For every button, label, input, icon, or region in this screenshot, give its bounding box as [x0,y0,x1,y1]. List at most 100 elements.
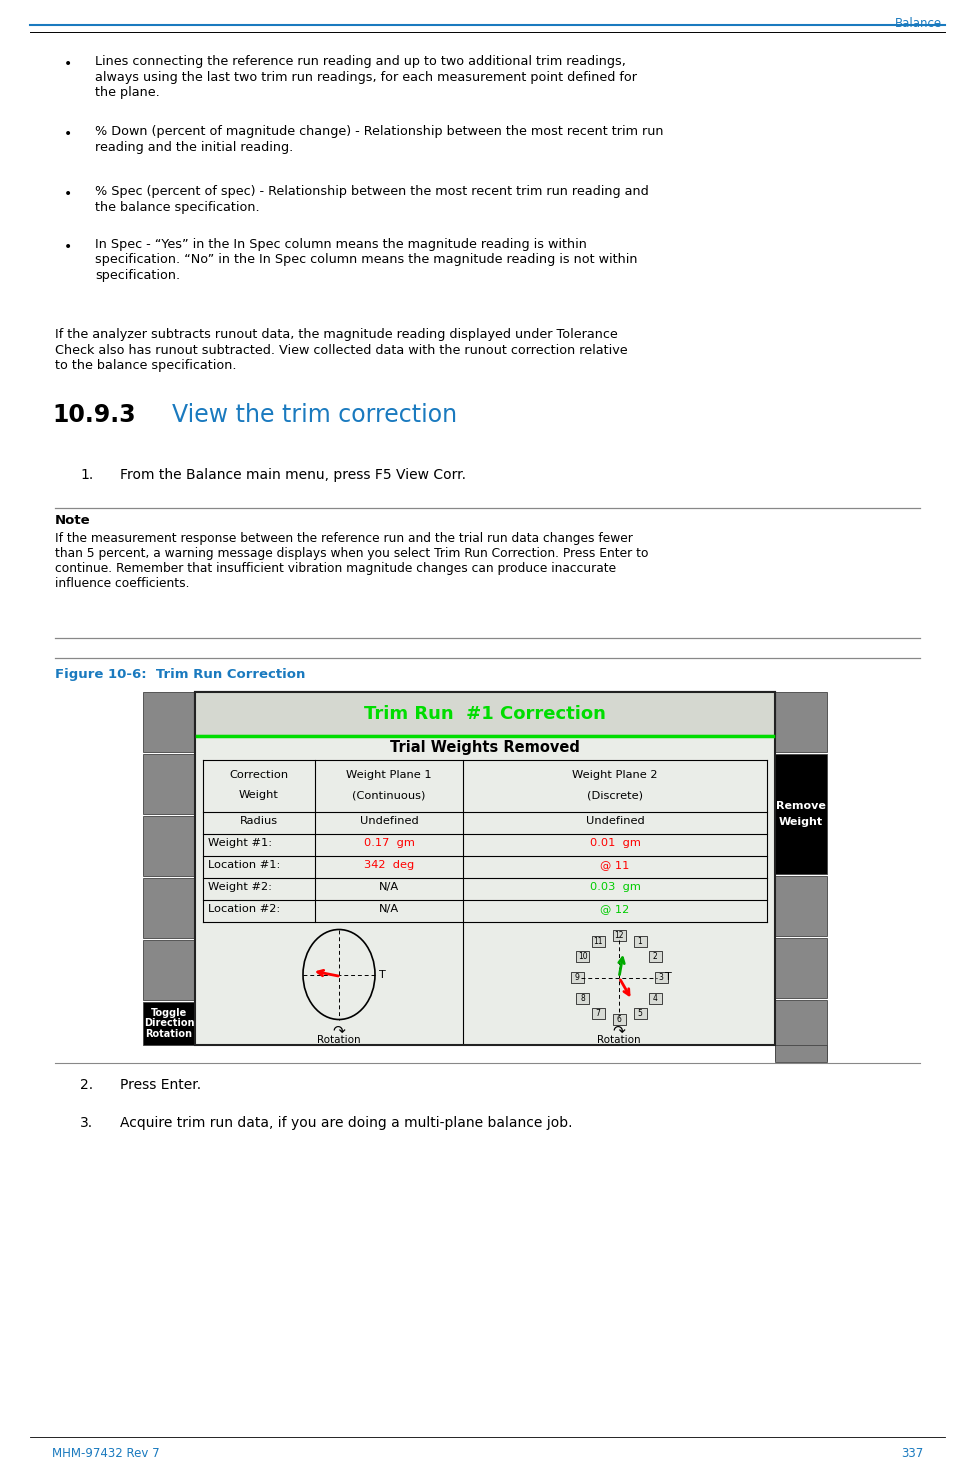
Text: Correction: Correction [229,770,289,780]
Text: MHM-97432 Rev 7: MHM-97432 Rev 7 [52,1446,160,1460]
Text: Acquire trim run data, if you are doing a multi-plane balance job.: Acquire trim run data, if you are doing … [120,1116,572,1130]
Text: to the balance specification.: to the balance specification. [55,359,237,373]
Bar [775,1000,827,1061]
Text: If the measurement response between the reference run and the trial run data cha: If the measurement response between the … [55,533,633,546]
Text: Rotation: Rotation [317,1036,361,1045]
Text: In Spec - “Yes” in the In Spec column means the magnitude reading is within: In Spec - “Yes” in the In Spec column me… [95,238,587,251]
Text: (Continuous): (Continuous) [352,791,426,800]
Text: If the analyzer subtracts runout data, the magnitude reading displayed under Tol: If the analyzer subtracts runout data, t… [55,329,618,340]
Text: 10.9.3: 10.9.3 [52,403,136,427]
Text: 12: 12 [614,932,624,940]
Text: specification. “No” in the In Spec column means the magnitude reading is not wit: specification. “No” in the In Spec colum… [95,254,638,267]
Bar [612,1014,626,1025]
Text: Rotation: Rotation [597,1036,641,1045]
Text: Balance: Balance [895,18,942,29]
Bar [634,936,646,946]
Text: ↷: ↷ [332,1022,345,1039]
Text: 10: 10 [578,952,588,961]
Text: •: • [64,128,72,141]
Text: ↷: ↷ [612,1022,625,1039]
Text: Remove: Remove [776,801,826,811]
Text: Weight Plane 1: Weight Plane 1 [346,770,432,780]
Text: Weight Plane 2: Weight Plane 2 [572,770,658,780]
Text: the plane.: the plane. [95,87,160,98]
Bar [649,951,662,962]
Text: N/A: N/A [379,904,399,914]
Text: Undefined: Undefined [360,816,418,826]
Text: % Down (percent of magnitude change) - Relationship between the most recent trim: % Down (percent of magnitude change) - R… [95,125,664,138]
Text: Weight: Weight [779,817,823,827]
Text: 9: 9 [574,973,579,981]
Text: •: • [64,57,72,70]
Text: Weight: Weight [239,791,279,800]
Text: 6: 6 [616,1015,621,1024]
Text: 7: 7 [596,1009,601,1018]
Text: Check also has runout subtracted. View collected data with the runout correction: Check also has runout subtracted. View c… [55,343,628,356]
Text: 0.03  gm: 0.03 gm [590,882,641,892]
Bar [634,1008,646,1020]
Bar [592,1008,604,1020]
Text: the balance specification.: the balance specification. [95,201,259,214]
Text: T: T [379,970,386,980]
Text: View the trim correction: View the trim correction [172,403,457,427]
Bar [143,940,195,1000]
Text: Trial Weights Removed: Trial Weights Removed [390,739,580,756]
Bar [649,993,662,1003]
Text: % Spec (percent of spec) - Relationship between the most recent trim run reading: % Spec (percent of spec) - Relationship … [95,185,648,198]
Text: Rotation: Rotation [145,1030,192,1039]
Bar [775,692,827,753]
Text: N/A: N/A [379,882,399,892]
Text: continue. Remember that insufficient vibration magnitude changes can produce ina: continue. Remember that insufficient vib… [55,562,616,575]
Text: 5: 5 [638,1009,643,1018]
Text: reading and the initial reading.: reading and the initial reading. [95,141,293,154]
Bar [143,1002,195,1045]
Text: Undefined: Undefined [586,816,644,826]
Bar [775,754,827,874]
Text: •: • [64,241,72,254]
Text: Note: Note [55,513,91,527]
Text: Weight #2:: Weight #2: [208,882,272,892]
Bar [576,951,589,962]
Bar [775,1045,827,1062]
Text: Location #1:: Location #1: [208,860,281,870]
Text: Figure 10-6:  Trim Run Correction: Figure 10-6: Trim Run Correction [55,667,305,681]
Text: 1.: 1. [80,468,94,483]
Bar [775,937,827,998]
Text: 342  deg: 342 deg [364,860,414,870]
Text: 2.: 2. [80,1078,94,1091]
Text: specification.: specification. [95,268,180,282]
Bar [195,692,775,736]
Text: 11: 11 [593,936,603,946]
Bar [612,930,626,940]
Bar [654,973,668,983]
Text: •: • [64,186,72,201]
Bar [592,936,604,946]
Bar [576,993,589,1003]
Text: 3.: 3. [80,1116,94,1130]
Text: 8: 8 [580,995,585,1003]
Text: Radius: Radius [240,816,278,826]
Text: 4: 4 [653,995,658,1003]
Text: 3: 3 [658,973,663,981]
Bar [570,973,583,983]
Text: @ 12: @ 12 [601,904,630,914]
Bar [775,876,827,936]
Bar [143,816,195,876]
Text: 337: 337 [901,1446,923,1460]
Text: (Discrete): (Discrete) [587,791,643,800]
Text: 1: 1 [638,936,643,946]
Text: T: T [665,973,672,983]
Text: influence coefficients.: influence coefficients. [55,577,189,590]
Text: Press Enter.: Press Enter. [120,1078,201,1091]
Text: Weight #1:: Weight #1: [208,838,272,848]
Bar [143,692,195,753]
Bar [143,754,195,814]
Text: 0.17  gm: 0.17 gm [364,838,414,848]
Text: Trim Run  #1 Correction: Trim Run #1 Correction [364,706,605,723]
Text: @ 11: @ 11 [601,860,630,870]
Text: Lines connecting the reference run reading and up to two additional trim reading: Lines connecting the reference run readi… [95,54,626,67]
Bar [143,879,195,937]
Bar [195,692,775,1045]
Text: Toggle: Toggle [151,1008,187,1018]
Text: 2: 2 [653,952,658,961]
